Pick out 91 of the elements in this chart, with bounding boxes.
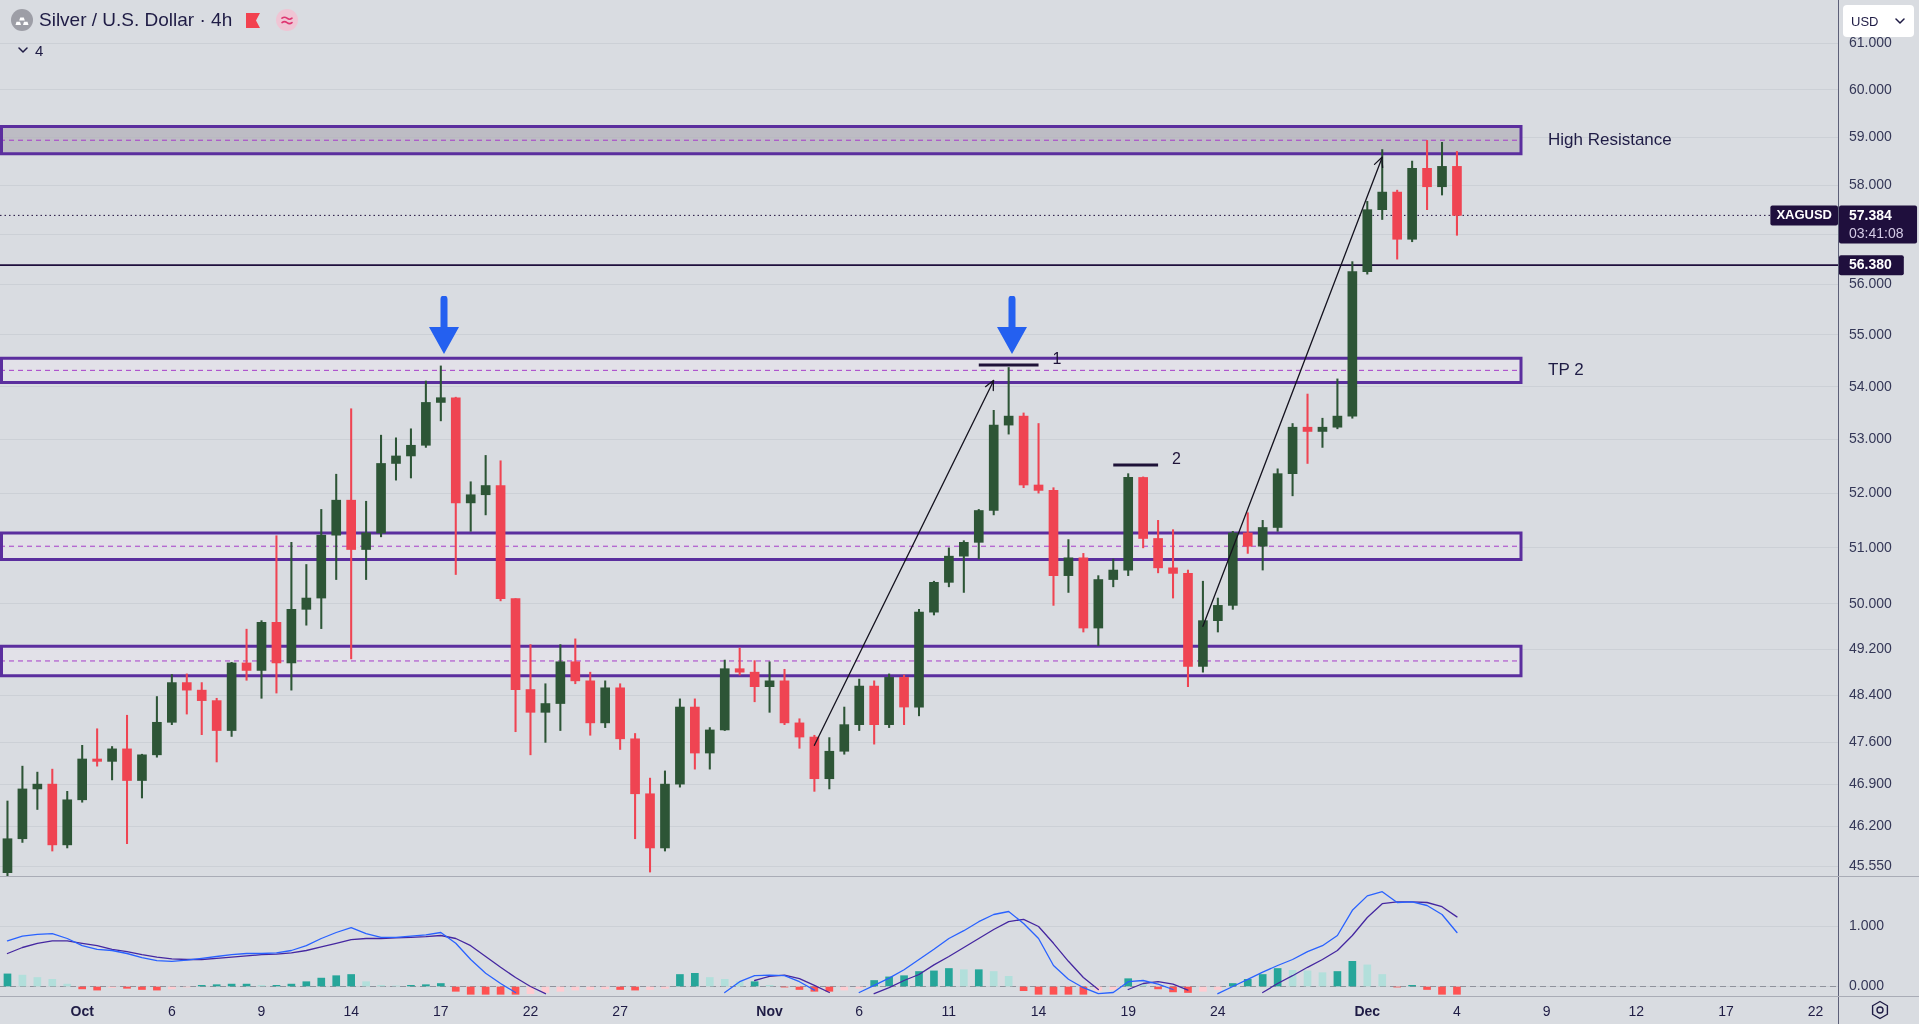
bar <box>1214 986 1222 990</box>
x-tick-label: 19 <box>1120 1003 1137 1020</box>
y-tick-label: 55.000 <box>1849 325 1893 342</box>
bar <box>616 986 624 990</box>
bar <box>362 981 370 987</box>
x-tick-label: 12 <box>1628 1003 1645 1020</box>
y-tick-label: 47.600 <box>1849 733 1893 750</box>
bar <box>138 986 146 990</box>
bar <box>48 978 57 987</box>
x-tick-label: 6 <box>167 1003 176 1020</box>
bar <box>989 971 998 987</box>
bar <box>556 986 565 992</box>
y-tick-label: 59.000 <box>1849 127 1893 144</box>
x-tick-label: 11 <box>941 1003 957 1020</box>
bar <box>960 969 968 987</box>
bar <box>1049 986 1058 995</box>
bar <box>302 981 311 987</box>
x-tick-label: 24 <box>1210 1003 1226 1020</box>
x-tick-label: Oct <box>70 1003 95 1020</box>
annotation: 2 <box>1172 450 1182 468</box>
candlestick <box>92 728 102 767</box>
y-tick-label: 0.000 <box>1849 977 1885 994</box>
y-tick-label: 58.000 <box>1849 176 1893 193</box>
bar <box>1109 986 1118 990</box>
y-tick-label: 50.000 <box>1849 594 1893 611</box>
x-tick-label: 14 <box>343 1003 360 1020</box>
y-tick-label: 46.900 <box>1849 774 1893 791</box>
bar <box>1363 964 1372 987</box>
annotation: XAGUSD <box>1776 207 1833 223</box>
bar <box>1258 974 1267 987</box>
bar <box>676 974 684 987</box>
y-tick-label: 46.200 <box>1849 817 1893 834</box>
y-tick-label: 54.000 <box>1849 377 1893 394</box>
bar <box>1423 986 1431 990</box>
band-label: High Resistance <box>1548 129 1672 149</box>
x-tick-label: 9 <box>1542 1003 1551 1020</box>
x-tick-label: 17 <box>433 1003 449 1020</box>
x-tick-label: 17 <box>1718 1003 1734 1020</box>
bar <box>1034 986 1043 995</box>
bar <box>1318 972 1327 987</box>
bar <box>720 978 729 987</box>
bar <box>1333 971 1342 987</box>
x-tick-label: 14 <box>1030 1003 1047 1020</box>
bar <box>945 968 953 987</box>
bar <box>451 986 460 992</box>
bar <box>466 986 475 995</box>
bar <box>1453 986 1461 995</box>
bar <box>347 974 355 987</box>
y-tick-label: 1.000 <box>1849 917 1885 934</box>
bar <box>436 983 445 987</box>
bar <box>646 986 654 990</box>
band-label: TP 2 <box>1548 360 1584 380</box>
x-tick-label: 9 <box>257 1003 266 1020</box>
y-tick-label: 56.000 <box>1849 275 1893 292</box>
x-tick-label: 22 <box>1807 1003 1824 1020</box>
bar <box>705 977 714 987</box>
annotation: 4 <box>35 41 44 59</box>
x-tick-label: Dec <box>1354 1003 1381 1020</box>
bar <box>1064 986 1073 995</box>
bar <box>317 977 326 987</box>
ref-line-label: 57.384 03:41:08 <box>1849 206 1904 241</box>
bar <box>586 986 595 990</box>
bar <box>1438 986 1446 995</box>
bar <box>1348 960 1357 987</box>
bar <box>930 970 938 987</box>
text: Silver / U.S. Dollar · 4h <box>39 8 233 32</box>
bar <box>974 969 983 987</box>
bar <box>1378 974 1387 987</box>
y-tick-label: 49.200 <box>1849 640 1893 657</box>
y-tick-label: 52.000 <box>1849 483 1893 500</box>
ref-line-label: 56.380 <box>1849 256 1893 273</box>
x-tick-label: 27 <box>612 1003 629 1020</box>
y-tick-label: 45.550 <box>1849 857 1893 874</box>
y-axis-title: USD <box>1851 13 1879 29</box>
x-tick-label: 22 <box>522 1003 539 1020</box>
x-tick-label: 4 <box>1453 1003 1462 1020</box>
bar <box>481 986 490 995</box>
y-tick-label: 51.000 <box>1849 538 1893 555</box>
x-tick-label: 6 <box>855 1003 864 1020</box>
candlestick <box>525 644 536 756</box>
bar <box>750 981 759 987</box>
bar <box>691 972 699 987</box>
y-tick-label: 48.400 <box>1849 686 1893 703</box>
y-tick-label: 61.000 <box>1849 33 1893 50</box>
bar <box>496 986 505 995</box>
bar <box>332 975 341 987</box>
bar <box>1199 986 1207 992</box>
x-tick-label: Nov <box>756 1003 783 1020</box>
bar <box>33 977 42 987</box>
y-tick-label: 60.000 <box>1849 80 1893 97</box>
y-tick-label: 53.000 <box>1849 430 1893 447</box>
